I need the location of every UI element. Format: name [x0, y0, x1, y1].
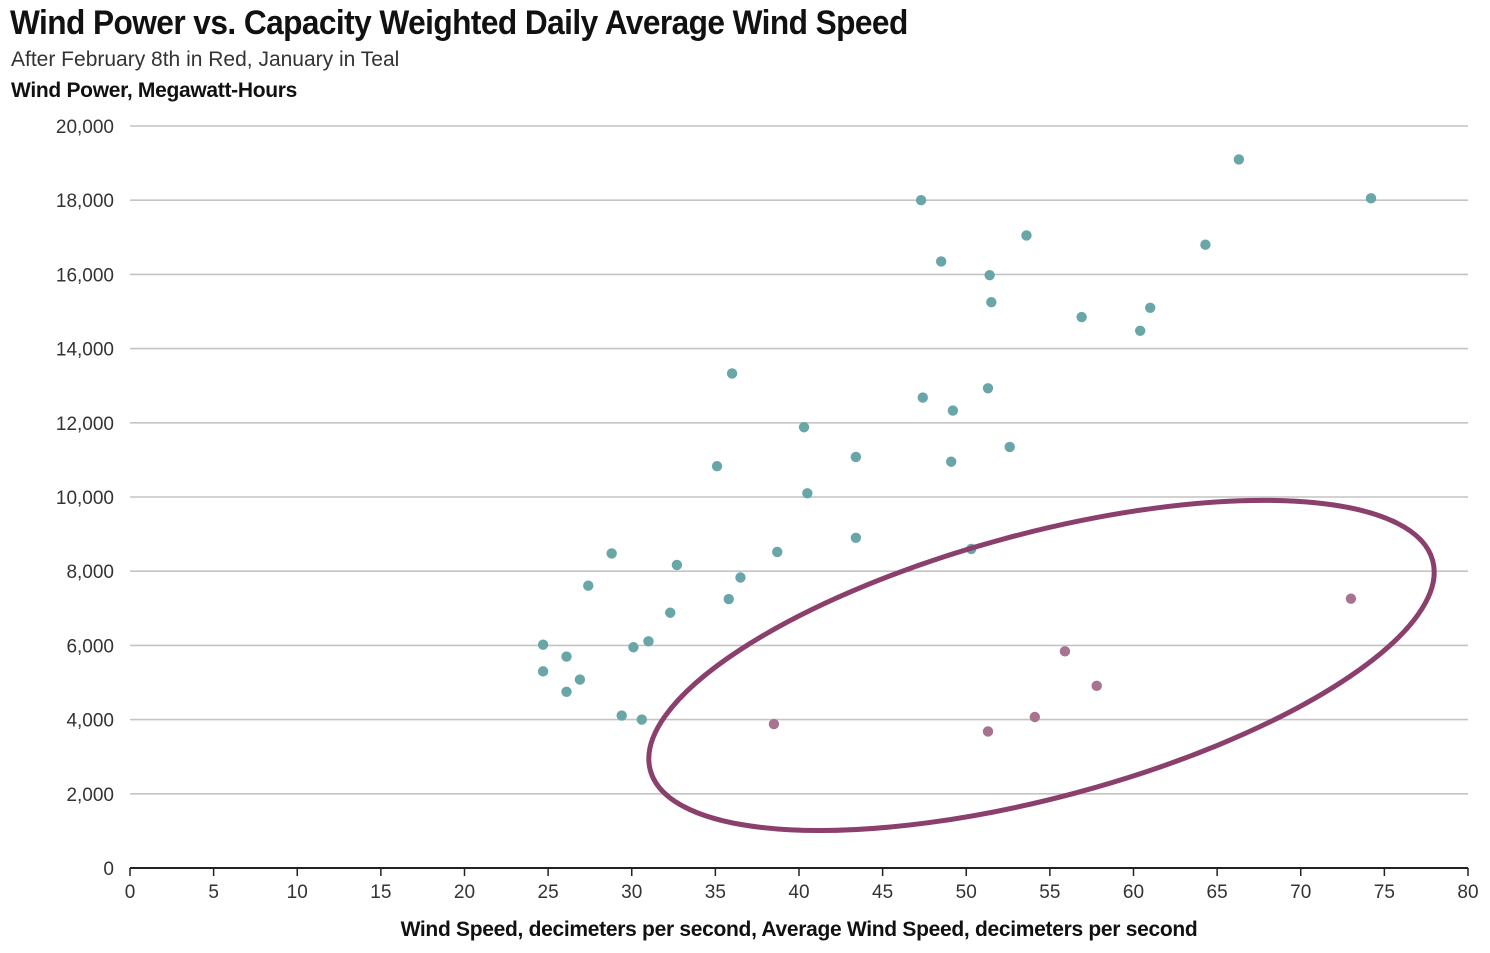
point-january	[802, 488, 813, 499]
point-january	[984, 269, 995, 281]
x-tick-label: 65	[1207, 882, 1228, 903]
y-tick-label: 12,000	[56, 414, 114, 435]
point-january	[1021, 230, 1032, 241]
point-january	[537, 666, 549, 677]
x-tick-label: 45	[872, 882, 893, 903]
y-tick-label: 20,000	[56, 117, 114, 138]
y-tick-label: 18,000	[56, 191, 114, 212]
point-january	[1145, 302, 1156, 313]
point-january	[1004, 441, 1015, 453]
point-january	[1233, 154, 1245, 165]
point-january	[1200, 239, 1211, 250]
y-axis-ticks: 0 2,000 4,000 6,000 8,000 10,000 12,000 14,000 1…	[56, 117, 114, 880]
point-after-feb8	[982, 726, 994, 737]
y-tick-label: 4,000	[66, 711, 114, 732]
x-tick-label: 30	[621, 882, 642, 903]
data-points	[537, 154, 1377, 737]
point-january	[945, 456, 957, 467]
x-tick-label: 0	[125, 882, 136, 903]
x-tick-label: 55	[1039, 882, 1060, 903]
point-after-feb8	[1345, 593, 1357, 604]
point-january	[772, 546, 783, 558]
y-tick-label: 6,000	[66, 636, 114, 657]
x-tick-label: 75	[1374, 882, 1395, 903]
point-january	[917, 392, 928, 403]
point-after-feb8	[768, 718, 780, 730]
x-tick-label: 35	[705, 882, 726, 903]
y-tick-label: 16,000	[56, 265, 114, 286]
point-january	[850, 532, 862, 544]
y-tick-label: 2,000	[66, 785, 114, 806]
point-january	[616, 710, 627, 721]
point-january	[915, 195, 927, 206]
point-january	[628, 642, 639, 653]
point-january	[583, 580, 594, 591]
point-january	[606, 548, 617, 559]
y-tick-label: 10,000	[56, 488, 114, 509]
x-tick-label: 5	[208, 882, 219, 903]
point-january	[1076, 311, 1087, 323]
x-axis-ticks: 0 5 10 15 20 25 30 35 40 45 50 55 60 65 70 75 80	[125, 867, 1479, 903]
point-january	[561, 686, 572, 697]
chart-subtitle: After February 8th in Red, January in Te…	[11, 48, 400, 71]
x-axis-label: Wind Speed, decimeters per second, Avera…	[400, 918, 1198, 941]
x-tick-label: 10	[287, 882, 308, 903]
point-after-feb8	[1091, 680, 1102, 692]
x-tick-label: 20	[454, 882, 475, 903]
gridlines	[130, 125, 1468, 795]
chart-title: Wind Power vs. Capacity Weighted Daily A…	[10, 4, 908, 42]
point-january	[643, 636, 654, 647]
point-january	[935, 256, 947, 267]
annotation	[646, 497, 1437, 833]
x-tick-label: 70	[1290, 882, 1311, 903]
point-january	[671, 559, 683, 571]
point-after-feb8	[1029, 711, 1041, 723]
point-january	[982, 383, 994, 394]
point-january	[986, 297, 997, 308]
point-january	[850, 451, 862, 463]
point-january	[1365, 193, 1377, 204]
point-january	[723, 593, 734, 605]
point-january	[636, 714, 647, 725]
point-january	[726, 368, 738, 379]
highlight-ellipse	[646, 497, 1437, 833]
point-january	[574, 674, 586, 685]
point-january	[735, 572, 746, 583]
point-january	[947, 405, 959, 416]
point-january	[711, 461, 723, 472]
point-january	[1134, 325, 1146, 336]
point-january	[665, 607, 676, 618]
point-january	[561, 651, 572, 662]
y-axis-label: Wind Power, Megawatt-Hours	[11, 79, 298, 102]
point-after-feb8	[1059, 646, 1071, 657]
y-tick-label: 8,000	[66, 562, 114, 583]
y-tick-label: 0	[103, 859, 114, 880]
y-tick-label: 14,000	[56, 340, 114, 361]
x-tick-label: 60	[1123, 882, 1144, 903]
x-tick-label: 15	[370, 882, 391, 903]
x-tick-label: 50	[956, 882, 977, 903]
x-tick-label: 25	[538, 882, 559, 903]
point-january	[798, 422, 810, 433]
point-january	[537, 639, 549, 650]
x-tick-label: 40	[788, 882, 809, 903]
x-tick-label: 80	[1457, 882, 1478, 903]
